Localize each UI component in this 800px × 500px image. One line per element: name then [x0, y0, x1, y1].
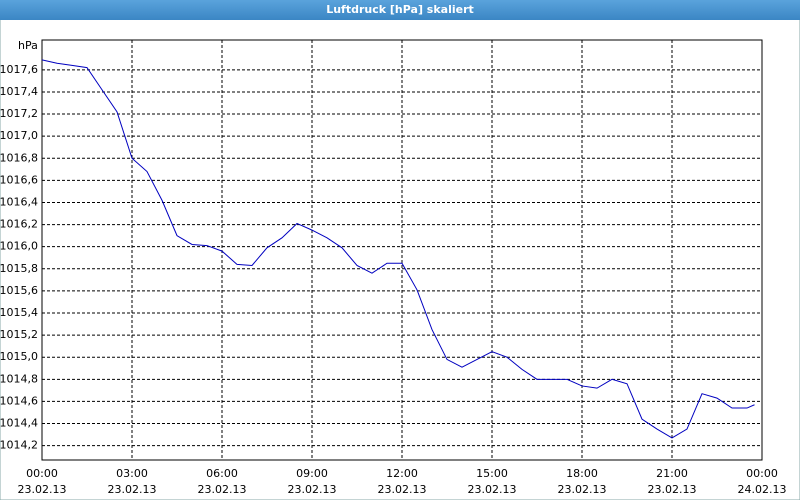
title-bar	[0, 0, 800, 20]
x-tick-label: 15:00	[476, 467, 508, 480]
y-tick-label: 1015,0	[0, 350, 38, 363]
y-tick-label: 1016,8	[0, 151, 38, 164]
y-tick-label: 1017,0	[0, 129, 38, 142]
y-tick-label: 1016,6	[0, 173, 38, 186]
y-unit-label: hPa	[18, 39, 38, 52]
y-tick-label: 1015,8	[0, 262, 38, 275]
chart-title: Luftdruck [hPa] skaliert	[326, 3, 474, 16]
y-tick-label: 1016,4	[0, 195, 38, 208]
y-tick-label: 1015,6	[0, 284, 38, 297]
x-tick-label: 23.02.13	[558, 483, 607, 496]
x-tick-label: 18:00	[566, 467, 598, 480]
y-tick-label: 1017,2	[0, 107, 38, 120]
y-tick-label: 1015,2	[0, 328, 38, 341]
y-tick-label: 1016,2	[0, 218, 38, 231]
plot-frame	[41, 39, 763, 461]
data-line	[41, 59, 755, 439]
x-tick-label: 23.02.13	[378, 483, 427, 496]
x-tick-label: 00:00	[746, 467, 778, 480]
x-tick-label: 23.02.13	[648, 483, 697, 496]
x-tick-label: 06:00	[206, 467, 238, 480]
x-tick-label: 23.02.13	[288, 483, 337, 496]
y-tick-label: 1016,0	[0, 240, 38, 253]
x-tick-label: 09:00	[296, 467, 328, 480]
y-tick-label: 1015,4	[0, 306, 38, 319]
y-tick-label: 1014,2	[0, 439, 38, 452]
x-tick-label: 23.02.13	[198, 483, 247, 496]
x-tick-label: 23.02.13	[108, 483, 157, 496]
y-tick-label: 1014,6	[0, 394, 38, 407]
x-tick-label: 03:00	[116, 467, 148, 480]
x-tick-label: 24.02.13	[738, 483, 787, 496]
x-tick-label: 23.02.13	[18, 483, 67, 496]
y-tick-label: 1014,8	[0, 372, 38, 385]
x-tick-label: 21:00	[656, 467, 688, 480]
x-tick-label: 00:00	[26, 467, 58, 480]
x-tick-label: 12:00	[386, 467, 418, 480]
y-tick-label: 1017,4	[0, 85, 38, 98]
x-tick-label: 23.02.13	[468, 483, 517, 496]
y-tick-label: 1017,6	[0, 63, 38, 76]
y-tick-label: 1014,4	[0, 417, 38, 430]
